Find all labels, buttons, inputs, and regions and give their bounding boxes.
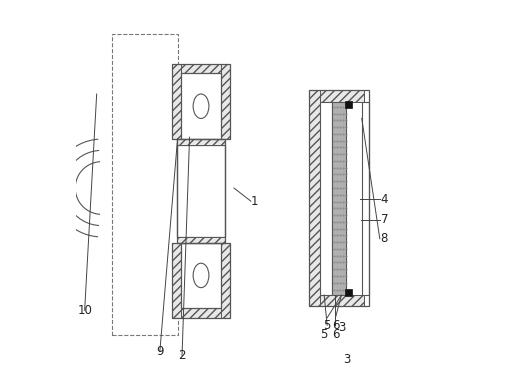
Text: 5: 5 xyxy=(324,319,331,332)
Text: 7: 7 xyxy=(381,214,388,226)
Bar xyxy=(177,145,225,237)
Text: 5: 5 xyxy=(320,328,328,341)
Text: 8: 8 xyxy=(381,232,388,245)
Text: 1: 1 xyxy=(251,195,258,208)
Bar xyxy=(345,101,352,108)
Bar xyxy=(345,289,352,296)
Bar xyxy=(320,102,332,295)
Text: 3: 3 xyxy=(343,353,351,365)
Bar xyxy=(172,64,181,139)
Bar xyxy=(172,308,230,318)
Bar xyxy=(362,102,369,295)
Bar xyxy=(177,139,225,145)
Bar xyxy=(181,243,221,308)
Bar xyxy=(172,64,230,139)
Bar xyxy=(332,102,346,295)
Bar xyxy=(309,90,364,102)
Ellipse shape xyxy=(193,94,209,118)
Bar xyxy=(309,90,320,306)
Bar xyxy=(309,295,364,306)
Bar xyxy=(172,243,181,318)
Bar xyxy=(172,64,230,73)
Bar xyxy=(177,237,225,243)
Text: 2: 2 xyxy=(178,349,186,362)
Bar xyxy=(177,139,225,243)
Ellipse shape xyxy=(193,263,209,288)
Bar xyxy=(221,243,230,318)
Text: 3: 3 xyxy=(338,321,345,335)
Text: 6: 6 xyxy=(332,319,339,332)
Bar xyxy=(112,34,177,335)
Text: 10: 10 xyxy=(77,304,92,317)
Text: 4: 4 xyxy=(381,193,388,206)
Bar xyxy=(221,64,230,139)
Text: 6: 6 xyxy=(332,328,339,341)
Text: 9: 9 xyxy=(156,345,164,358)
Bar xyxy=(181,73,221,139)
Bar xyxy=(309,90,369,306)
Bar xyxy=(172,243,230,318)
